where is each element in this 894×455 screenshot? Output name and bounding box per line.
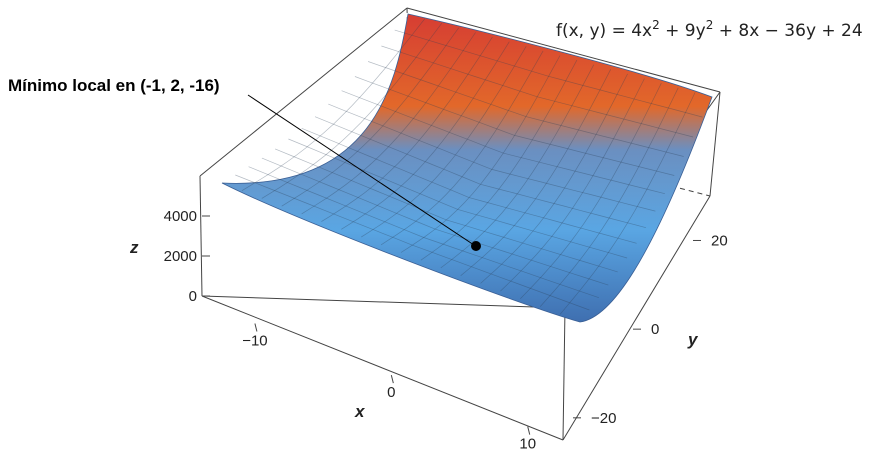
mesh-line xyxy=(539,87,679,307)
mesh-line xyxy=(341,41,510,230)
x-tick-mark xyxy=(390,374,394,384)
box-edge xyxy=(199,175,203,297)
mesh-line xyxy=(328,103,656,212)
x-tick-label: −10 xyxy=(242,332,267,349)
surface-mesh xyxy=(235,18,703,315)
box-edge xyxy=(709,91,721,197)
z-tick-label: 0 xyxy=(189,288,197,305)
annotation-label: Mínimo local en (-1, 2, -16) xyxy=(8,76,220,95)
x-axis-label: x xyxy=(354,402,366,421)
mesh-line xyxy=(354,76,675,176)
z-axis-label: z xyxy=(129,238,139,257)
mesh-line xyxy=(367,61,684,157)
mesh-line xyxy=(261,157,609,286)
y-tick-label: 20 xyxy=(711,232,728,249)
mesh-line xyxy=(380,50,544,246)
mesh-line xyxy=(248,166,600,299)
x-tick-mark xyxy=(254,323,258,332)
mesh-line xyxy=(241,18,426,191)
local-minimum-point xyxy=(471,241,481,251)
mesh-line xyxy=(235,174,590,311)
box-edge xyxy=(201,295,564,441)
mesh-line xyxy=(288,138,628,259)
z-tick-label: 2000 xyxy=(164,248,197,265)
box-edge xyxy=(406,7,721,93)
box-edge xyxy=(562,307,566,441)
mesh-line xyxy=(381,45,694,138)
x-tick-mark xyxy=(527,426,531,435)
box-edge xyxy=(562,195,711,441)
mesh-line xyxy=(420,59,578,261)
mesh-line xyxy=(274,148,618,273)
y-axis-label: y xyxy=(687,330,699,349)
mesh-line xyxy=(261,22,443,199)
x-tick-label: 0 xyxy=(387,384,395,401)
y-tick-label: −20 xyxy=(591,410,616,427)
axis-ticks: −10 0 10 −20 0 20 0 2000 4000 xyxy=(164,208,728,453)
function-label: f(x, y) = 4x2 + 9y2 + 8x − 36y + 24 xyxy=(556,18,863,41)
annotation-leader xyxy=(247,94,475,246)
mesh-line xyxy=(314,116,647,229)
box-edge xyxy=(199,7,408,177)
box-edge xyxy=(201,295,566,309)
mesh-line xyxy=(394,29,703,118)
mesh-line xyxy=(500,78,645,292)
x-tick-label: 10 xyxy=(519,436,536,453)
mesh-line xyxy=(301,32,476,215)
mesh-line xyxy=(460,69,612,276)
mesh-line xyxy=(321,36,493,222)
mesh-line xyxy=(400,55,561,253)
mesh-line xyxy=(480,73,628,284)
mesh-line xyxy=(520,83,662,300)
mesh-line xyxy=(559,92,696,315)
mesh-line xyxy=(281,27,459,207)
z-tick-label: 4000 xyxy=(164,208,197,225)
mesh-line xyxy=(301,127,637,244)
mesh-line xyxy=(440,64,595,269)
mesh-line xyxy=(361,46,527,238)
mesh-line xyxy=(341,90,665,195)
surface xyxy=(221,13,713,323)
y-tick-label: 0 xyxy=(651,321,659,338)
